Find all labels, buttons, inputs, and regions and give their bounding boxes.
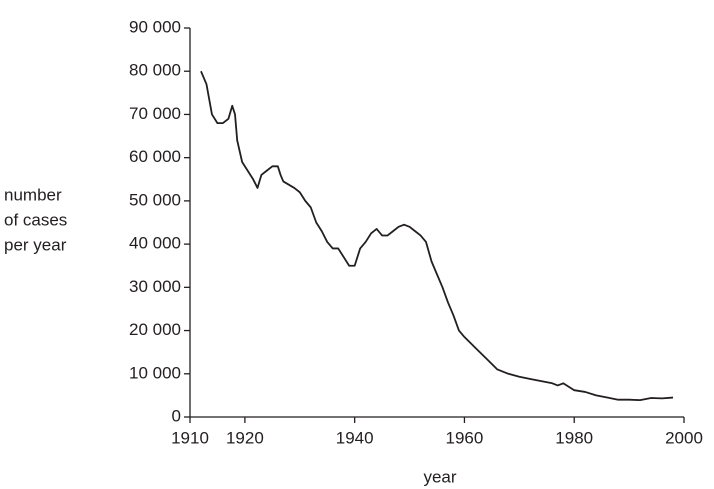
y-tick-label: 60 000 — [129, 147, 181, 166]
x-tick-label: 1960 — [446, 428, 484, 447]
y-tick-label: 40 000 — [129, 234, 181, 253]
x-axis-label: year — [423, 467, 456, 486]
y-tick-label: 50 000 — [129, 190, 181, 209]
y-tick-label: 70 000 — [129, 104, 181, 123]
x-tick-label: 1920 — [226, 428, 264, 447]
data-line — [200, 70, 674, 402]
x-tick-label: 2000 — [665, 428, 703, 447]
y-tick-label: 30 000 — [129, 277, 181, 296]
y-tick-label: 90 000 — [129, 17, 181, 36]
y-axis-label: per year — [4, 235, 67, 254]
y-tick-label: 0 — [172, 406, 181, 425]
x-tick-label: 1940 — [336, 428, 374, 447]
y-axis-label: number — [4, 185, 62, 204]
x-tick-label: 1910 — [171, 428, 209, 447]
y-tick-label: 20 000 — [129, 320, 181, 339]
y-tick-label: 80 000 — [129, 61, 181, 80]
y-tick-label: 10 000 — [129, 363, 181, 382]
y-axis-label: of cases — [4, 210, 67, 229]
x-tick-label: 1980 — [555, 428, 593, 447]
